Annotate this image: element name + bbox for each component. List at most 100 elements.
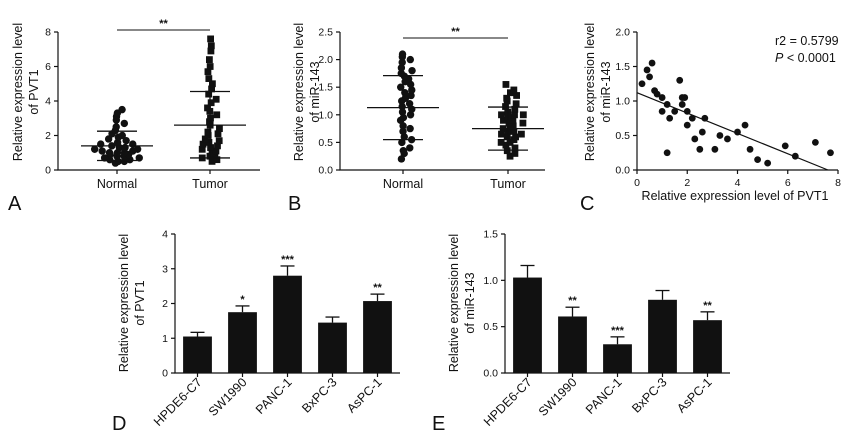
panel-d-ytick-label: 4: [162, 229, 168, 241]
panel-b-ytick-label: 2.0: [318, 54, 333, 66]
panel-c-data-point: [754, 156, 761, 164]
panel-e-significance-label: ***: [611, 325, 625, 337]
panel-c-chart: C Relative expression level of miR-143 R…: [580, 23, 841, 215]
panel-e-bar: [603, 344, 632, 373]
panel-b-data-point: [511, 150, 519, 157]
panel-b-data-point: [506, 152, 514, 160]
panel-b-ytick-label: 1.0: [318, 109, 333, 121]
panel-b-data-point: [517, 130, 525, 138]
panel-e-ytick-label: 0.0: [483, 368, 498, 380]
panel-b-data-point: [408, 66, 416, 75]
panel-c-xtick-label: 8: [835, 177, 841, 189]
panel-b-significance-label: **: [451, 26, 460, 38]
panel-a-data-point: [204, 68, 212, 76]
panel-a-data-point: [207, 42, 215, 50]
panel-e-significance-label: **: [703, 300, 712, 312]
panel-a-data-point: [201, 135, 209, 143]
panel-c-data-point: [666, 114, 674, 122]
panel-a-data-point: [215, 137, 223, 145]
panel-e-ylabel-line1: Relative expression level: [447, 234, 461, 372]
panel-d-ytick-label: 3: [162, 263, 168, 275]
panel-c-data-point: [638, 80, 646, 88]
panel-a-axes: [57, 32, 260, 171]
panel-e-ylabel-line2: of miR-143: [463, 272, 477, 333]
panel-b-data-point: [509, 116, 517, 124]
panel-c-data-point: [716, 132, 724, 139]
panel-a-data-point: [204, 132, 212, 139]
panel-label-e: E: [432, 413, 445, 435]
panel-c-data-point: [648, 59, 656, 67]
panel-c-ytick-label: 0.0: [615, 165, 630, 177]
panel-b-data-point: [503, 133, 511, 141]
panel-d-bar: [318, 322, 347, 373]
panel-d-ytick-label: 2: [162, 298, 168, 310]
panel-a-data-point: [205, 75, 213, 82]
panel-d-bar: [228, 312, 257, 373]
panel-c-data-point: [678, 101, 686, 108]
panel-c-data-point: [724, 135, 731, 143]
panel-b-ytick-label: 1.5: [318, 82, 333, 94]
panel-b-data-point: [405, 100, 414, 108]
panel-c-data-point: [663, 149, 671, 157]
panel-a-data-point: [90, 145, 99, 153]
panel-b-data-point: [408, 86, 416, 94]
panel-d-category-label: AsPC-1: [344, 375, 384, 415]
panel-a-data-point: [135, 154, 143, 162]
panel-b-data-point: [397, 155, 406, 163]
panel-a-data-point: [213, 111, 221, 119]
panel-a-data-point: [216, 125, 223, 132]
panel-a-data-point: [212, 147, 220, 155]
panel-a-data-point: [208, 85, 215, 93]
panel-b-ylabel-line1: Relative expression level: [292, 23, 306, 161]
panel-a-data-point: [206, 63, 214, 70]
panel-b-data-point: [511, 105, 519, 113]
panel-a-category-label: Normal: [97, 177, 137, 191]
panel-a-data-point: [214, 142, 221, 150]
panel-e-category-label: SW1990: [536, 375, 580, 419]
panel-a-data-point: [98, 147, 106, 155]
panel-b-data-point: [507, 89, 514, 97]
panel-c-xtick-label: 2: [684, 177, 690, 189]
panel-label-d: D: [112, 413, 126, 435]
panel-a-data-point: [199, 140, 207, 148]
panel-c-r2-annotation: r2 = 0.5799: [775, 34, 839, 48]
panel-d-ytick-label: 1: [162, 333, 168, 345]
panel-a-data-point: [208, 149, 216, 157]
panel-e-category-label: AsPC-1: [674, 375, 714, 415]
panel-a-ylabel-line2: of PVT1: [27, 69, 41, 114]
panel-d-ylabel-line1: Relative expression level: [117, 234, 131, 372]
panel-b-ytick-label: 2.5: [318, 27, 333, 39]
panel-a-data-point: [212, 95, 220, 103]
panel-c-data-point: [681, 94, 689, 101]
panel-b-data-point: [505, 119, 513, 127]
panel-c-data-point: [698, 128, 706, 136]
panel-a-data-point: [209, 80, 216, 88]
panel-c-p-value: < 0.0001: [783, 51, 836, 65]
panel-b-data-point: [519, 111, 527, 119]
panel-c-xtick-label: 0: [634, 177, 640, 189]
panel-b-data-point: [406, 111, 415, 119]
panel-b-data-point: [510, 86, 518, 94]
panel-c-ylabel-line1: Relative expression level: [583, 23, 597, 161]
panel-a-chart: A Relative expression level of PVT1 0 2 4 6…: [8, 18, 260, 215]
panel-d-category-label: PANC-1: [253, 375, 295, 417]
panel-d-category-label: HPDE6-C7: [151, 375, 205, 429]
panel-c-data-point: [741, 121, 749, 129]
panel-d-chart: D Relative expression level of PVT1 0 1 2 3…: [112, 229, 400, 435]
panel-e-ytick-label: 1.5: [483, 229, 498, 241]
panel-c-data-point: [646, 73, 653, 81]
panel-a-data-point: [105, 149, 114, 157]
panel-d-significance-label: ***: [281, 254, 295, 266]
panel-d-ytick-label: 0: [162, 368, 168, 380]
panel-a-data-point: [118, 105, 126, 114]
panel-b-data-point: [397, 64, 406, 72]
panel-a-data-point: [205, 90, 213, 98]
panel-a-data-point: [133, 145, 142, 153]
panel-c-ytick-label: 1.0: [615, 96, 630, 108]
panel-d-significance-label: **: [373, 282, 382, 294]
panel-b-data-point: [406, 55, 415, 64]
panel-a-data-point: [207, 35, 215, 43]
panel-a-data-point: [204, 128, 212, 136]
panel-c-data-point: [696, 145, 704, 153]
panel-a-data-point: [112, 123, 120, 131]
